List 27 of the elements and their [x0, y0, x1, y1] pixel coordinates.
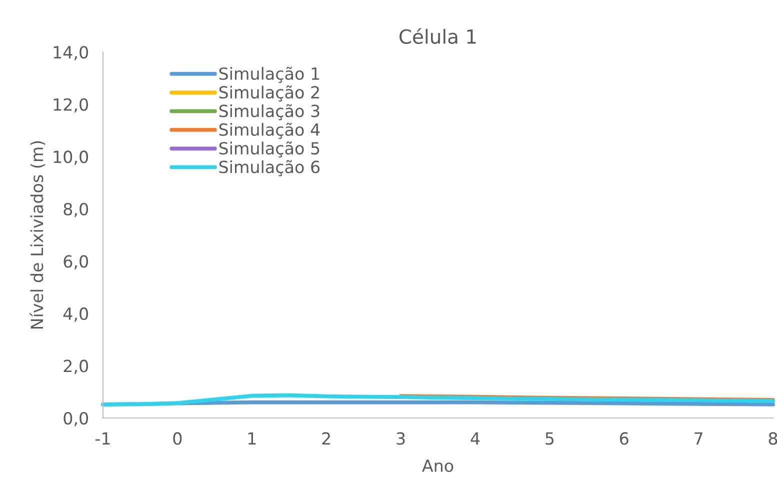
x-tick-label: 8 [768, 432, 777, 445]
y-tick-label: 6,0 [64, 255, 88, 270]
y-tick-label: 10,0 [54, 150, 88, 165]
x-tick-label: 3 [396, 432, 405, 445]
y-axis-title: Nível de Lixiviados (m) [30, 141, 46, 329]
legend-label: Simulação 3 [219, 104, 320, 120]
y-tick-label: 2,0 [64, 360, 88, 374]
y-tick-label: 14,0 [54, 46, 88, 60]
x-axis-title: Ano [422, 460, 454, 472]
legend-label: Simulação 1 [219, 66, 320, 83]
y-tick-label: 4,0 [63, 307, 88, 322]
x-tick-label: 2 [322, 432, 330, 445]
x-tick-label: 4 [470, 432, 480, 445]
chart-title: Célula 1 [400, 28, 476, 44]
x-tick-label: 0 [173, 432, 182, 445]
x-tick-label: 1 [248, 432, 256, 445]
legend-label: Simulação 2 [219, 85, 319, 102]
legend-label: Simulação 4 [219, 122, 320, 139]
legend-label: Simulação 5 [219, 141, 320, 158]
legend-label: Simulação 6 [219, 160, 320, 176]
y-tick-label: 0,0 [64, 412, 88, 426]
x-tick-label: 6 [620, 432, 628, 445]
x-tick-label: 7 [694, 432, 702, 445]
x-tick-label: -1 [96, 432, 110, 445]
x-tick-label: 5 [546, 432, 554, 445]
y-tick-label: 12,0 [54, 98, 88, 113]
y-tick-label: 8,0 [64, 202, 88, 218]
